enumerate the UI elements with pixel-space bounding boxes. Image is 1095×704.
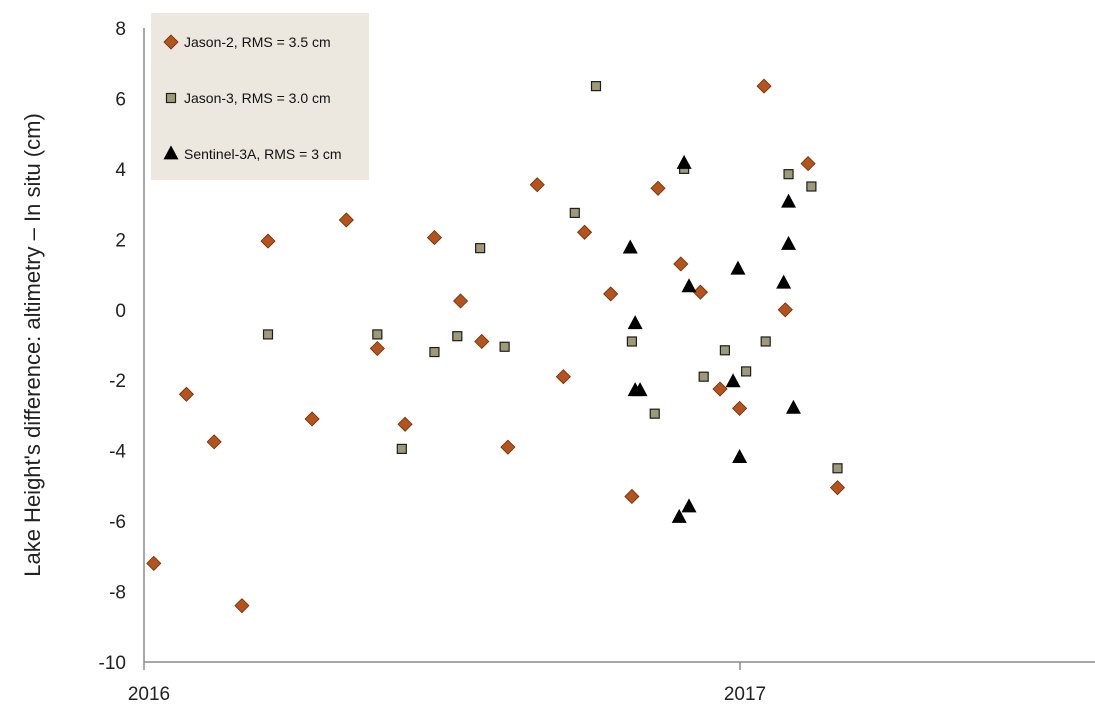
data-point-diamond [397, 416, 413, 432]
data-point-diamond [474, 333, 490, 350]
legend-entry: Jason-2, RMS = 3.5 cm [163, 34, 331, 50]
y-tick-label: 4 [115, 160, 126, 181]
y-tick-labels: 8 6 4 2 0 -2 -4 -6 -8 -10 [99, 19, 127, 674]
data-point-square [783, 169, 794, 180]
data-point-square [429, 346, 440, 358]
data-point-diamond [452, 293, 469, 309]
legend-marker-square [165, 92, 177, 104]
y-axis-label: Lake Height's difference: altimetry – In… [20, 113, 45, 577]
x-tick-label: 2017 [724, 684, 766, 704]
legend-entry: Jason-3, RMS = 3.0 cm [165, 90, 331, 106]
data-point-diamond [800, 156, 816, 172]
data-point-diamond [650, 180, 666, 196]
data-point-triangle [730, 260, 746, 275]
data-point-diamond [603, 286, 619, 302]
y-tick-label: -2 [109, 371, 126, 392]
x-tick-labels: 2016 2017 [128, 662, 766, 704]
legend-label: Sentinel-3A, RMS = 3 cm [184, 146, 342, 162]
data-point-square [499, 341, 510, 352]
y-tick-label: 0 [115, 301, 126, 322]
legend-marker-diamond [163, 34, 179, 50]
data-point-triangle [671, 508, 687, 523]
data-point-triangle [781, 235, 797, 250]
data-point-diamond [829, 480, 846, 496]
axes [143, 28, 1095, 663]
data-point-diamond [555, 369, 571, 385]
data-point-triangle [676, 154, 692, 169]
data-point-square [626, 336, 637, 347]
legend-label: Jason-2, RMS = 3.5 cm [184, 34, 331, 50]
data-point-diamond [369, 340, 385, 357]
data-point-square [372, 329, 383, 340]
data-point-triangle [781, 193, 797, 208]
data-point-triangle [681, 498, 697, 513]
data-point-square [396, 443, 407, 455]
data-point-diamond [673, 256, 689, 272]
data-point-square [262, 329, 274, 340]
data-point-diamond [692, 284, 708, 300]
data-point-diamond [304, 411, 320, 427]
data-point-square [806, 181, 817, 192]
data-point-triangle [776, 274, 792, 289]
data-point-diamond [338, 212, 354, 228]
data-point-diamond [529, 177, 545, 193]
y-tick-label: -4 [109, 442, 126, 463]
data-point-square [649, 408, 660, 419]
data-point-diamond [260, 233, 276, 249]
legend-box [151, 13, 369, 180]
data-point-diamond [206, 434, 222, 450]
data-point-diamond [732, 400, 748, 416]
data-point-diamond [500, 439, 516, 455]
data-points [146, 78, 846, 614]
data-point-square [719, 345, 731, 356]
data-point-diamond [624, 488, 640, 505]
data-point-triangle [627, 315, 643, 330]
data-point-triangle [632, 382, 648, 397]
y-tick-label: -6 [109, 512, 126, 533]
data-point-triangle [622, 239, 638, 254]
data-point-square [832, 463, 843, 474]
series-triangle [622, 154, 801, 523]
y-tick-label: 8 [115, 19, 126, 40]
data-point-diamond [426, 230, 443, 246]
data-point-triangle [732, 449, 748, 464]
legend-marker-triangle [163, 145, 179, 160]
data-point-diamond [756, 78, 772, 94]
series-diamond [146, 78, 846, 614]
data-point-square [760, 336, 771, 347]
data-point-triangle [681, 278, 697, 293]
data-point-square [590, 81, 602, 92]
data-point-square [452, 331, 463, 342]
data-point-triangle [785, 399, 801, 414]
data-point-diamond [777, 302, 793, 318]
x-tick-label: 2016 [128, 684, 170, 704]
legend-label: Jason-3, RMS = 3.0 cm [184, 90, 331, 106]
data-point-diamond [234, 598, 250, 614]
legend: Jason-2, RMS = 3.5 cm Jason-3, RMS = 3.0 … [151, 13, 369, 180]
data-point-diamond [577, 224, 593, 240]
legend-entry: Sentinel-3A, RMS = 3 cm [163, 145, 342, 162]
data-point-diamond [146, 555, 162, 571]
data-point-triangle [725, 373, 741, 388]
data-point-diamond [178, 386, 194, 402]
data-point-square [569, 207, 580, 219]
data-point-square [475, 243, 486, 254]
y-tick-label: 2 [115, 230, 126, 251]
data-point-diamond [712, 381, 728, 397]
data-point-square [698, 371, 709, 382]
y-tick-label: -10 [99, 653, 126, 674]
y-tick-label: 6 [115, 89, 126, 110]
y-tick-label: -8 [109, 583, 126, 604]
data-point-square [741, 366, 752, 377]
